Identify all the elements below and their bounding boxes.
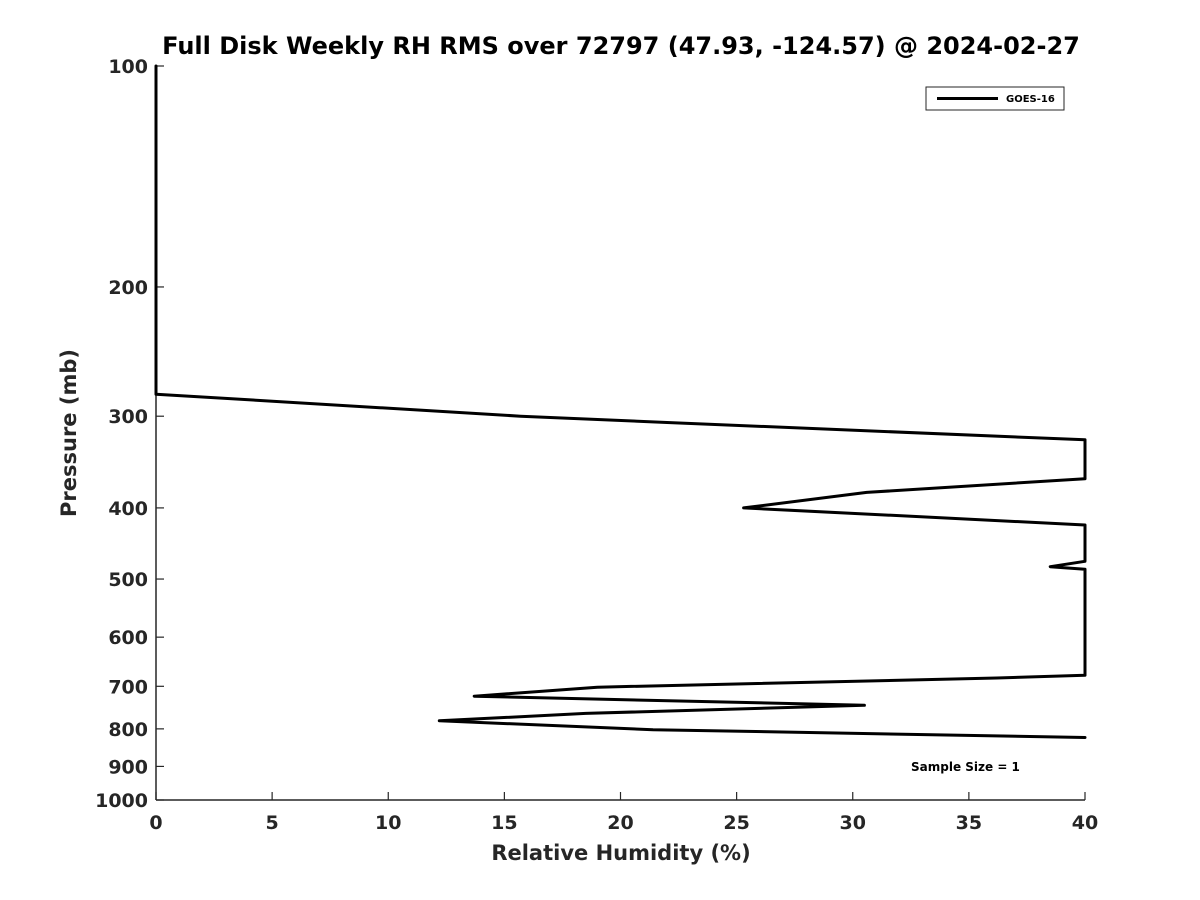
x-tick-label: 20 (607, 812, 633, 834)
y-tick-label: 400 (108, 498, 148, 520)
series-layer (154, 64, 1087, 739)
x-tick-label: 0 (149, 812, 162, 834)
y-axis-label: Pressure (mb) (57, 349, 81, 517)
legend-label-goes-16: GOES-16 (1006, 94, 1055, 105)
legend: GOES-16 (925, 86, 1065, 111)
x-tick-label: 10 (375, 812, 401, 834)
y-tick-label: 300 (108, 406, 148, 428)
x-tick-label: 25 (723, 812, 749, 834)
series-line-goes-16 (154, 64, 1087, 739)
y-tick-label: 700 (108, 676, 148, 698)
axes: 0 5 10 15 20 25 30 35 40 100 200 300 400 500 600 700 800… (95, 56, 1098, 834)
x-tick-label: 40 (1072, 812, 1098, 834)
x-tick-label: 30 (840, 812, 866, 834)
y-tick-label: 100 (108, 56, 148, 78)
sample-size-annotation: Sample Size = 1 (911, 760, 1020, 774)
x-tick-label: 15 (491, 812, 517, 834)
y-tick-label: 1000 (95, 790, 148, 812)
x-tick-label: 5 (266, 812, 279, 834)
y-tick-label: 800 (108, 719, 148, 741)
y-tick-label: 900 (108, 756, 148, 778)
y-tick-label: 500 (108, 569, 148, 591)
x-tick-label: 35 (956, 812, 982, 834)
x-axis-label: Relative Humidity (%) (491, 841, 750, 865)
y-tick-label: 600 (108, 627, 148, 649)
y-tick-label: 200 (108, 277, 148, 299)
chart-title: Full Disk Weekly RH RMS over 72797 (47.9… (162, 32, 1080, 60)
